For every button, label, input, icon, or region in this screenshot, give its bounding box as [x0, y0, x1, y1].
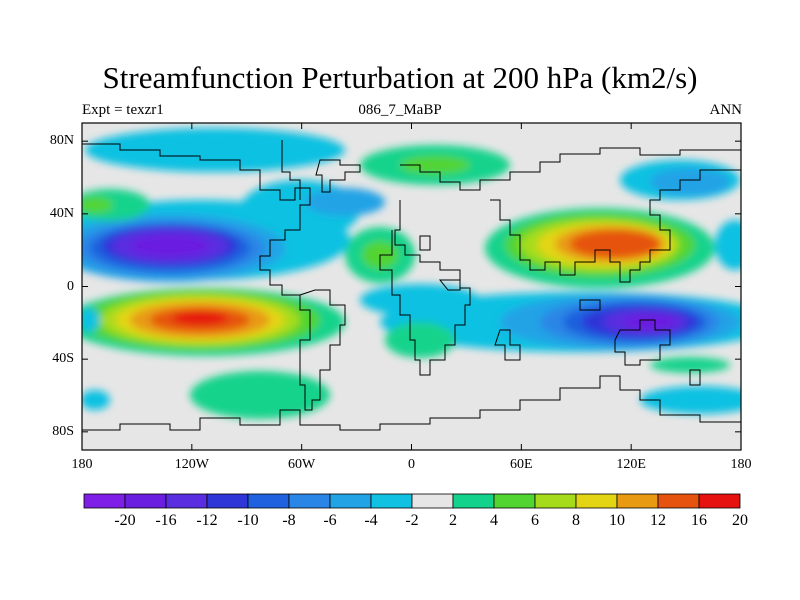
axis-ticks — [81, 123, 742, 450]
plot-title: Streamfunction Perturbation at 200 hPa (… — [102, 60, 698, 95]
lon-tick-label: 60W — [288, 457, 316, 472]
colorbar-swatch — [411, 493, 454, 509]
colorbar-swatch — [370, 493, 413, 509]
colorbar-swatch — [657, 493, 700, 509]
colorbar-label: -20 — [114, 512, 136, 529]
period-label: ANN — [709, 102, 743, 118]
colorbar-swatch — [124, 493, 167, 509]
lon-tick-label: 120E — [616, 457, 646, 472]
colorbar-swatch — [83, 493, 126, 509]
colorbar-swatch — [288, 493, 331, 509]
colorbar-label: 6 — [531, 512, 539, 529]
colorbar-swatch — [575, 493, 618, 509]
lon-tick-label: 0 — [408, 457, 415, 472]
lat-tick-label: 0 — [67, 278, 74, 294]
colorbar-swatch — [698, 493, 741, 509]
colorbar-label: -4 — [364, 512, 378, 529]
colorbar-swatch — [247, 493, 290, 509]
lon-tick-label: 180 — [730, 457, 752, 472]
colorbar-label: 12 — [650, 512, 666, 529]
colorbar-label: 20 — [732, 512, 748, 529]
colorbar-label: -16 — [155, 512, 177, 529]
colorbar-swatch — [329, 493, 372, 509]
lat-tick-label: 80N — [49, 133, 74, 149]
colorbar-label: 10 — [609, 512, 625, 529]
colorbar-label: 4 — [490, 512, 498, 529]
colorbar-swatch — [165, 493, 208, 509]
colorbar-swatch — [493, 493, 536, 509]
colorbar-label: -12 — [196, 512, 218, 529]
experiment-label: Expt = texzr1 — [82, 102, 164, 118]
lon-tick-label: 180 — [71, 457, 93, 472]
colorbar-swatch — [534, 493, 577, 509]
colorbar — [83, 493, 741, 509]
colorbar-label: -10 — [237, 512, 259, 529]
colorbar-swatch — [452, 493, 495, 509]
colorbar-label: -8 — [282, 512, 296, 529]
colorbar-swatch — [206, 493, 249, 509]
colorbar-label: 2 — [449, 512, 457, 529]
lon-tick-label: 120W — [174, 457, 209, 472]
coastlines — [82, 140, 741, 431]
colorbar-label: 16 — [691, 512, 707, 529]
colorbar-label: 8 — [572, 512, 580, 529]
colorbar-swatch — [616, 493, 659, 509]
case-label: 086_7_MaBP — [358, 102, 442, 118]
lat-tick-label: 40N — [49, 205, 74, 221]
lat-tick-label: 40S — [52, 351, 74, 367]
lat-tick-label: 80S — [52, 423, 74, 439]
colorbar-label: -6 — [323, 512, 337, 529]
colorbar-label: -2 — [405, 512, 419, 529]
lon-tick-label: 60E — [510, 457, 533, 472]
